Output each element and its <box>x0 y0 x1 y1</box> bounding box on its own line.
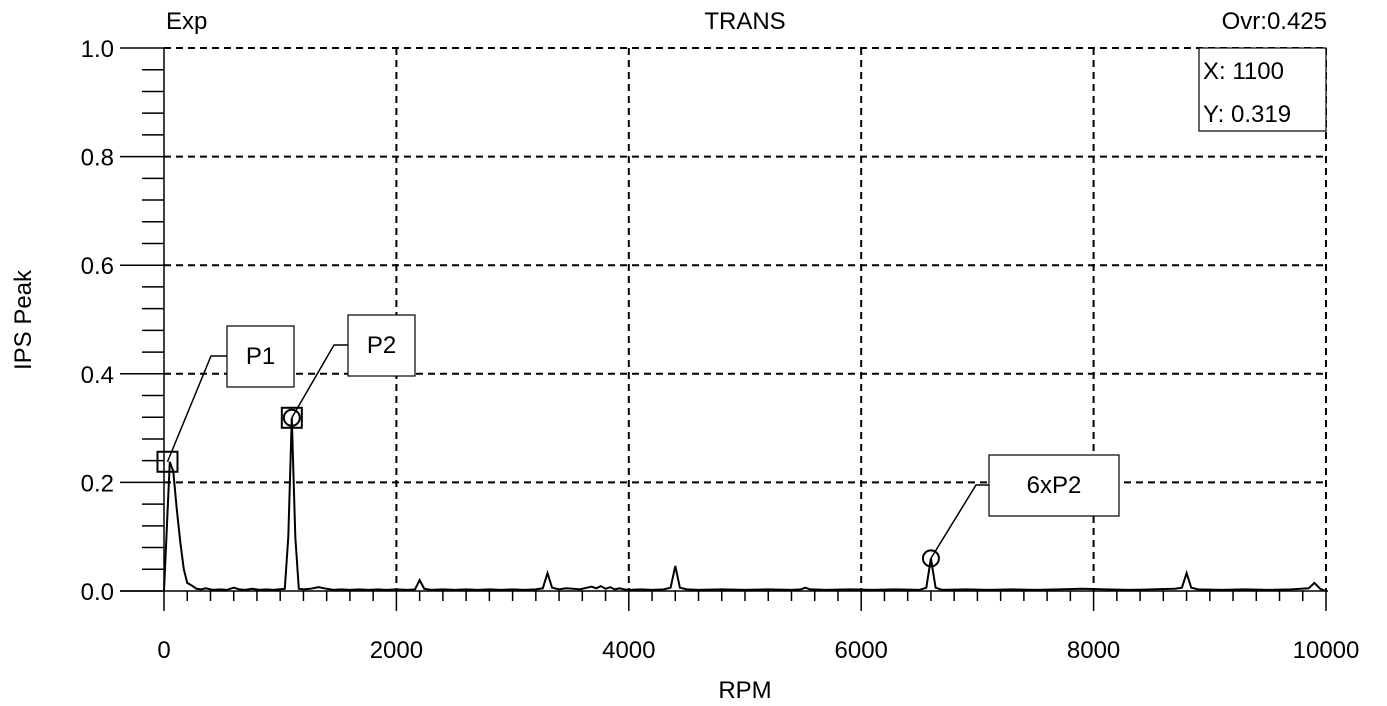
x-tick-label: 6000 <box>835 637 888 664</box>
callout-label: P1 <box>246 343 275 370</box>
header-left: Exp <box>166 8 207 35</box>
x-tick-label: 8000 <box>1067 637 1120 664</box>
markers-layer: P1 P2 6xP2 <box>156 314 1120 568</box>
readout-x: X: 1100 <box>1203 58 1284 85</box>
callout-leader <box>166 355 227 463</box>
callout-box <box>226 325 295 388</box>
marker-p2: P2 <box>280 314 416 429</box>
marker-circle <box>921 549 940 568</box>
callout-leader <box>930 484 989 559</box>
marker-circle <box>282 408 301 427</box>
y-tick-label: 0.0 <box>81 579 114 606</box>
marker-square <box>280 406 303 429</box>
x-tick-label: 0 <box>157 637 170 664</box>
axes <box>120 47 1328 611</box>
callout-label: 6xP2 <box>1027 472 1082 499</box>
callout-box <box>347 314 416 377</box>
y-tick-label: 0.4 <box>81 362 114 389</box>
y-tick-label: 1.0 <box>81 36 114 63</box>
header-right: Ovr:0.425 <box>1222 8 1327 35</box>
x-axis-label: RPM <box>718 677 771 704</box>
x-tick-label: 2000 <box>370 637 423 664</box>
y-tick-label: 0.8 <box>81 145 114 172</box>
x-tick-label: 4000 <box>602 637 655 664</box>
marker-6xp2: 6xP2 <box>921 454 1120 568</box>
series-layer <box>163 417 1327 592</box>
cursor-readout: X: 1100 Y: 0.319 <box>1198 47 1327 132</box>
chart-title: TRANS <box>704 8 785 35</box>
readout-box <box>1198 47 1327 132</box>
readout-y: Y: 0.319 <box>1203 101 1291 128</box>
y-tick-label: 0.6 <box>81 253 114 280</box>
callout-box <box>988 454 1120 517</box>
grid-lines <box>164 47 1327 591</box>
y-tick-label: 0.2 <box>81 470 114 497</box>
callout-label: P2 <box>367 332 396 359</box>
x-tick-label: 10000 <box>1293 637 1360 664</box>
callout-leader <box>291 344 348 419</box>
labels-layer: Exp TRANS Ovr:0.425 RPM IPS Peak 0 2000 40… <box>10 8 1359 704</box>
marker-square <box>156 450 179 473</box>
series-line <box>163 417 1327 592</box>
marker-p1: P1 <box>156 325 295 473</box>
y-axis-label: IPS Peak <box>10 269 37 370</box>
